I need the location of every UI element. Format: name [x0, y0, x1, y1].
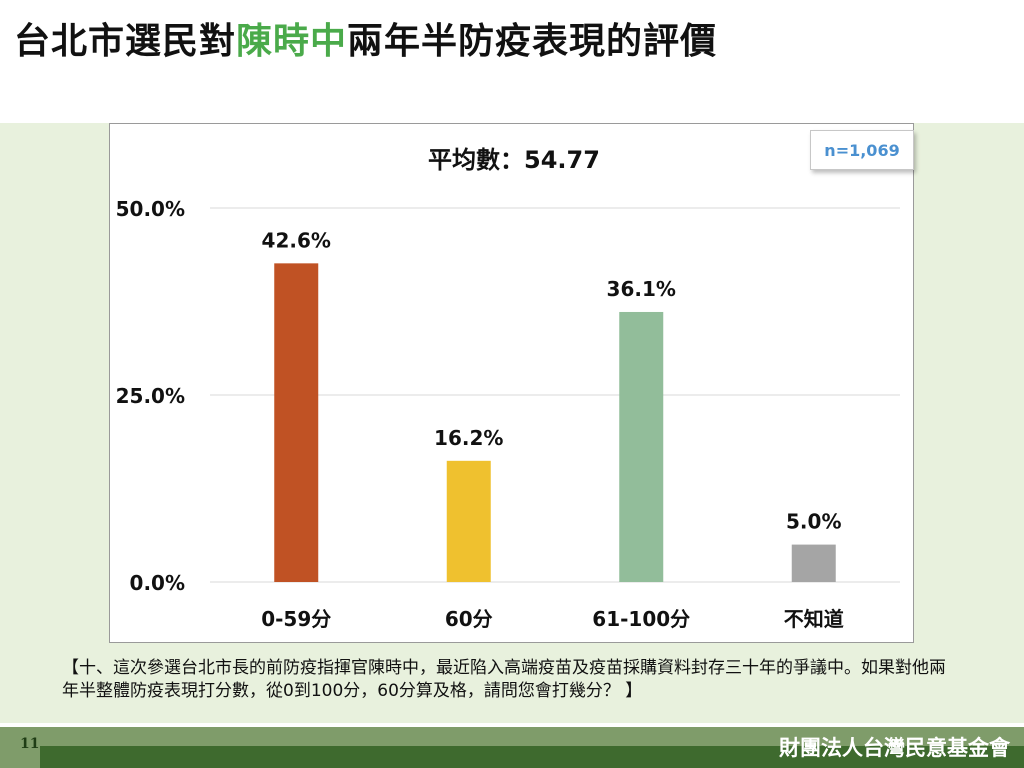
title-highlight: 陳時中	[236, 21, 348, 62]
y-tick-label: 50.0%	[116, 197, 185, 221]
data-label: 42.6%	[262, 228, 331, 252]
survey-question: 【十、這次參選台北市長的前防疫指揮官陳時中，最近陷入高端疫苗及疫苗採購資料封存三…	[62, 658, 946, 701]
title-prefix: 台北市選民對	[14, 21, 237, 62]
data-label: 16.2%	[434, 426, 503, 450]
chart-title: 平均數：54.77	[428, 146, 600, 174]
gridlines	[210, 207, 900, 583]
page-number: 11	[20, 736, 40, 752]
title-suffix: 兩年半防疫表現的評價	[347, 21, 718, 62]
footer-dark-band	[40, 746, 1024, 768]
bar	[446, 460, 491, 582]
organization-name: 財團法人台灣民意基金會	[779, 736, 1010, 760]
y-tick-label: 25.0%	[116, 384, 185, 408]
bar	[791, 544, 836, 582]
x-tick-label: 60分	[445, 607, 493, 631]
data-label: 5.0%	[786, 510, 841, 534]
data-label: 36.1%	[607, 277, 676, 301]
chart-panel: 0.0% 25.0% 50.0% 42.6% 0-59分 16.2% 60分 36.1% 61-…	[109, 123, 914, 643]
bars	[274, 263, 836, 582]
y-tick-label: 0.0%	[130, 571, 185, 595]
x-tick-label: 不知道	[784, 607, 844, 631]
bar-chart: 0.0% 25.0% 50.0% 42.6% 0-59分 16.2% 60分 36.1% 61-…	[116, 146, 900, 631]
page-title: 台北市選民對陳時中兩年半防疫表現的評價	[14, 12, 717, 64]
bar	[274, 263, 319, 582]
x-tick-label: 61-100分	[592, 607, 690, 631]
sample-size-badge: n=1,069	[810, 130, 914, 170]
bar	[619, 311, 664, 582]
x-tick-label: 0-59分	[261, 607, 331, 631]
labels: 0.0% 25.0% 50.0% 42.6% 0-59分 16.2% 60分 36.1% 61-…	[116, 197, 844, 631]
